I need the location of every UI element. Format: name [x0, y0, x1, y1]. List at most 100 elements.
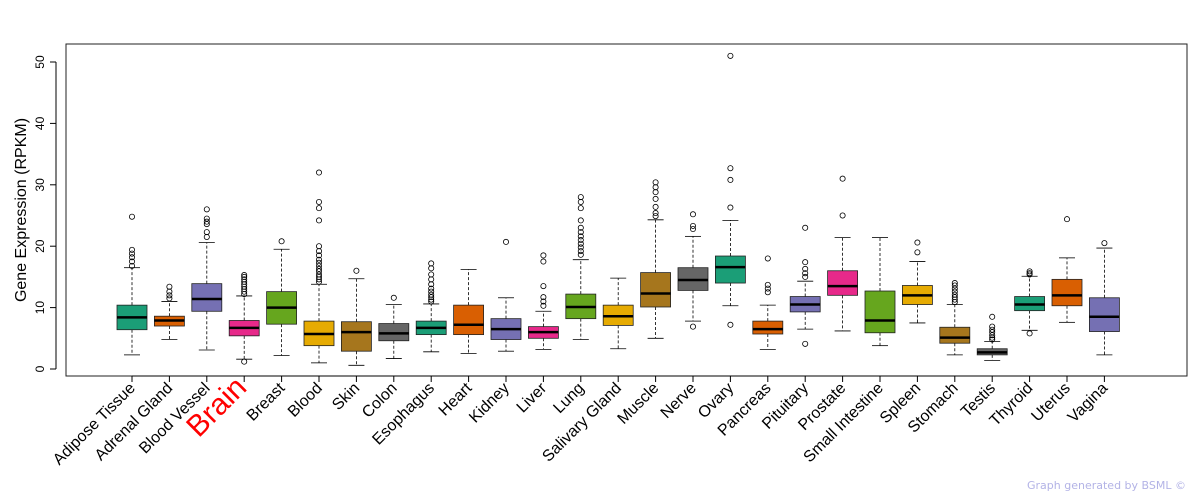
outlier-point	[989, 323, 996, 330]
outlier-point	[577, 229, 584, 236]
x-tick-label-skin: Skin	[329, 380, 363, 414]
outlier-point	[802, 259, 809, 266]
y-tick-label: 20	[33, 239, 47, 253]
outlier-point	[203, 229, 210, 236]
box-iqr	[827, 270, 858, 296]
box-nerve	[677, 211, 709, 330]
outlier-point	[428, 288, 435, 295]
outlier-point	[652, 184, 659, 191]
outlier-point	[315, 265, 322, 272]
outlier-point	[166, 288, 173, 295]
outlier-point	[128, 213, 135, 220]
outlier-point	[428, 276, 435, 283]
outlier-point	[390, 294, 397, 301]
outlier-point	[989, 313, 996, 320]
outlier-point	[839, 212, 846, 219]
outlier-point	[166, 283, 173, 290]
box-iqr	[640, 272, 671, 308]
box-skin	[340, 267, 372, 366]
x-tick-label-liver: Liver	[514, 379, 551, 416]
box-liver	[528, 252, 559, 350]
outlier-point	[652, 195, 659, 202]
box-blood-vessel	[191, 206, 223, 351]
outlier-point	[128, 262, 135, 269]
outlier-point	[577, 194, 584, 201]
outlier-point	[577, 205, 584, 212]
box-iqr	[191, 283, 223, 312]
outlier-point	[241, 358, 248, 365]
outlier-point	[502, 238, 509, 245]
y-tick-label: 40	[33, 116, 47, 130]
box-ovary	[715, 52, 746, 328]
outlier-point	[951, 282, 958, 289]
y-tick-label: 30	[33, 178, 47, 192]
outlier-point	[203, 215, 210, 222]
outlier-point	[540, 258, 547, 265]
box-adipose-tissue	[116, 213, 148, 356]
outlier-point	[540, 252, 547, 259]
outlier-point	[764, 285, 771, 292]
box-thyroid	[1014, 268, 1045, 337]
box-iqr	[715, 255, 746, 284]
x-tick-label-breast: Breast	[244, 379, 289, 424]
outlier-point	[241, 273, 248, 280]
outlier-point	[951, 288, 958, 295]
outlier-point	[353, 267, 360, 274]
outlier-point	[315, 259, 322, 266]
outlier-point	[315, 262, 322, 269]
box-iqr	[453, 304, 485, 336]
outlier-point	[428, 298, 435, 305]
outlier-point	[315, 243, 322, 250]
x-tick-label-nerve: Nerve	[658, 380, 700, 422]
outlier-point	[690, 211, 697, 218]
outlier-point	[315, 205, 322, 212]
outlier-point	[764, 281, 771, 288]
outlier-point	[690, 323, 697, 330]
y-axis-label: Gene Expression (RPKM)	[13, 118, 30, 302]
outlier-point	[203, 218, 210, 225]
outlier-point	[802, 265, 809, 272]
outlier-point	[203, 206, 210, 213]
outlier-point	[690, 226, 697, 233]
y-tick-label: 50	[33, 55, 47, 69]
outlier-point	[652, 179, 659, 186]
box-breast	[266, 238, 298, 356]
outlier-point	[166, 292, 173, 299]
x-tick-label-kidney: Kidney	[466, 380, 513, 427]
outlier-point	[128, 258, 135, 265]
outlier-point	[914, 249, 921, 256]
y-axis: 0 10 20 30 40 50	[33, 55, 57, 372]
x-tick-label-blood: Blood	[285, 380, 326, 421]
box-kidney	[490, 238, 522, 352]
outlier-point	[989, 336, 996, 343]
box-uterus	[1051, 216, 1083, 323]
box-iqr	[1051, 278, 1083, 307]
outlier-point	[652, 213, 659, 220]
box-iqr	[864, 290, 896, 334]
outlier-point	[315, 252, 322, 259]
outlier-point	[727, 204, 734, 211]
outlier-point	[802, 270, 809, 277]
outlier-point	[1064, 216, 1071, 223]
box-heart	[453, 269, 485, 355]
box-testis	[976, 313, 1008, 361]
outlier-point	[540, 298, 547, 305]
box-iqr	[340, 321, 372, 352]
boxes	[116, 52, 1120, 366]
outlier-point	[727, 165, 734, 172]
outlier-point	[802, 340, 809, 347]
outlier-point	[727, 176, 734, 183]
outlier-point	[577, 251, 584, 258]
outlier-point	[1101, 240, 1108, 247]
x-tick-label-uterus: Uterus	[1028, 380, 1073, 425]
outlier-point	[764, 289, 771, 296]
box-muscle	[640, 179, 671, 339]
y-tick-label: 10	[33, 301, 47, 315]
box-adrenal-gland	[153, 283, 185, 340]
outlier-point	[577, 198, 584, 205]
outlier-point	[241, 276, 248, 283]
outlier-point	[315, 217, 322, 224]
outlier-point	[540, 294, 547, 301]
outlier-point	[577, 224, 584, 231]
